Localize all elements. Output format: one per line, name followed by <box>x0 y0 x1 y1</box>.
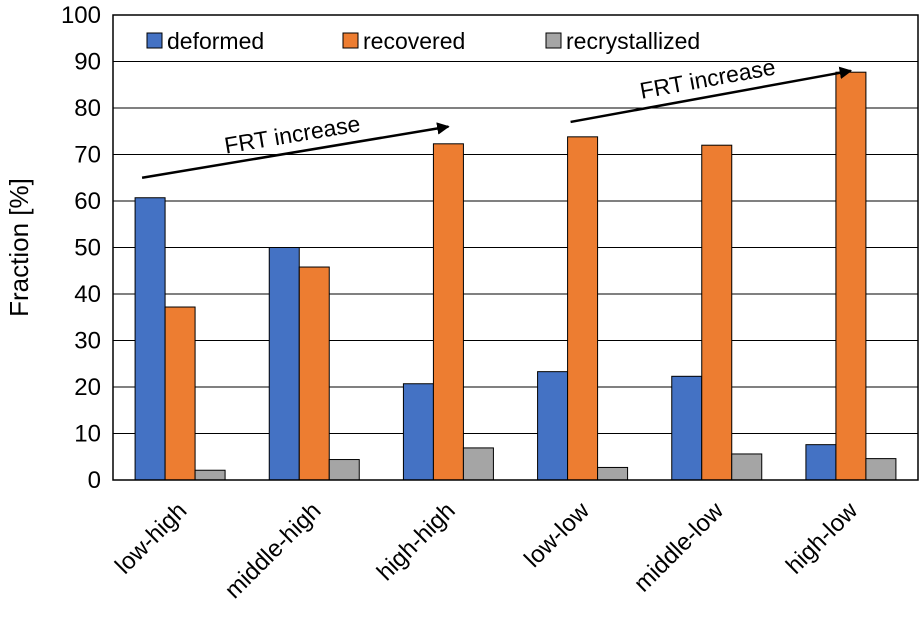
bar-deformed-middle-high <box>268 247 300 481</box>
legend-item-recrystallized: recrystallized <box>545 28 700 54</box>
plot-area-frame <box>112 14 919 481</box>
y-tick-label: 70 <box>74 142 101 169</box>
legend-item-deformed: deformed <box>146 28 264 54</box>
annotations: FRT increase FRT increase <box>141 54 853 179</box>
bar-recovered-middle-high <box>298 266 330 481</box>
legend-swatch <box>342 32 359 49</box>
legend-label: deformed <box>167 28 264 54</box>
bar-deformed-high-high <box>402 383 434 481</box>
y-tick-label: 20 <box>74 374 101 401</box>
bar-recovered-low-high <box>164 306 196 481</box>
bar-recovered-low-low <box>567 136 599 481</box>
legend-swatch <box>545 32 562 49</box>
y-tick-label: 10 <box>74 421 101 448</box>
y-tick-label: 80 <box>74 95 101 122</box>
x-axis-ticks: low-high middle-high high-high low-low middl… <box>110 497 864 604</box>
annotation-frt-increase: FRT increase <box>570 54 853 124</box>
bar-recrystallized-high-low <box>865 458 897 481</box>
legend: deformed recovered recrystallized <box>146 28 700 54</box>
x-tick-label: middle-low <box>629 497 730 598</box>
bar-recovered-high-low <box>835 71 867 481</box>
y-tick-label: 0 <box>88 467 101 494</box>
bar-recrystallized-low-low <box>597 466 629 481</box>
y-tick-label: 40 <box>74 281 101 308</box>
x-tick-label: middle-high <box>220 497 327 604</box>
y-tick-label: 50 <box>74 235 101 262</box>
legend-label: recrystallized <box>566 28 700 54</box>
legend-swatch <box>146 32 163 49</box>
annotation-arrow <box>570 66 853 124</box>
bar-recrystallized-low-high <box>194 469 226 481</box>
annotation-frt-increase: FRT increase <box>141 110 450 179</box>
bar-deformed-low-low <box>537 371 569 481</box>
x-tick-label: low-low <box>519 497 595 573</box>
bars <box>134 71 897 481</box>
annotation-text: FRT increase <box>222 110 362 158</box>
annotation-arrow <box>141 122 450 179</box>
y-axis-ticks: 0 10 20 30 40 50 60 70 80 90 100 <box>61 2 101 494</box>
gridlines <box>113 14 918 481</box>
y-axis-label: Fraction [%] <box>4 178 34 317</box>
bar-deformed-middle-low <box>671 375 703 481</box>
bar-deformed-high-low <box>805 444 837 481</box>
bar-recrystallized-high-high <box>462 447 494 481</box>
x-tick-label: high-low <box>781 497 864 580</box>
bar-recrystallized-middle-high <box>328 459 360 481</box>
y-tick-label: 30 <box>74 328 101 355</box>
bar-recovered-middle-low <box>701 144 733 481</box>
y-tick-label: 90 <box>74 49 101 76</box>
legend-label: recovered <box>363 28 465 54</box>
bar-recovered-high-high <box>432 143 464 481</box>
bar-deformed-low-high <box>134 197 166 481</box>
x-tick-label: low-high <box>110 497 192 579</box>
bar-recrystallized-middle-low <box>731 453 763 481</box>
legend-item-recovered: recovered <box>342 28 465 54</box>
x-tick-label: high-high <box>372 497 461 586</box>
y-tick-label: 60 <box>74 188 101 215</box>
y-tick-label: 100 <box>61 2 101 29</box>
